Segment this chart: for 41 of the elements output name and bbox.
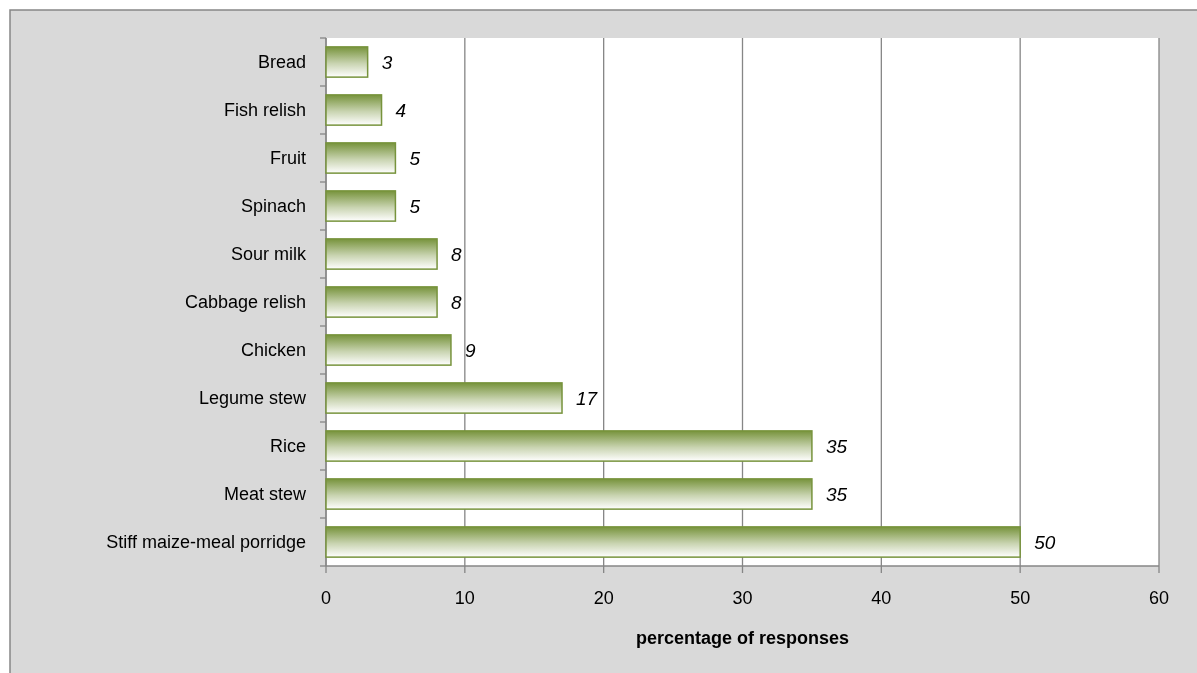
y-tick-label: Fruit <box>270 148 306 169</box>
bar <box>325 382 563 414</box>
x-tick-label: 50 <box>1010 588 1031 608</box>
x-tick-label: 20 <box>593 588 614 608</box>
y-tick-label: Legume stew <box>198 388 307 409</box>
y-tick-label: Meat stew <box>223 484 307 505</box>
data-label: 35 <box>825 483 848 505</box>
y-tick-label: Fish relish <box>223 100 306 121</box>
bar <box>325 430 813 462</box>
bar <box>325 334 452 366</box>
y-tick-label: Cabbage relish <box>184 292 306 313</box>
x-tick-label: 40 <box>871 588 892 608</box>
x-tick-label: 60 <box>1148 588 1170 608</box>
data-label: 35 <box>825 435 848 457</box>
data-label: 50 <box>1034 531 1056 553</box>
data-label: 9 <box>464 339 476 361</box>
x-tick-label: 30 <box>732 588 753 608</box>
data-label: 8 <box>451 291 463 313</box>
y-tick-label: Rice <box>269 436 306 457</box>
bar <box>325 526 1021 558</box>
x-tick-label: 0 <box>320 588 332 608</box>
bar <box>325 46 369 78</box>
data-label: 17 <box>576 387 599 409</box>
data-label: 3 <box>381 51 393 73</box>
bar <box>325 286 438 318</box>
data-label: 5 <box>409 195 421 217</box>
y-tick-label: Sour milk <box>230 244 307 265</box>
bar <box>325 190 397 222</box>
y-tick-label: Bread <box>257 52 306 73</box>
x-tick-label: 10 <box>454 588 475 608</box>
bar <box>325 94 383 126</box>
data-label: 4 <box>395 99 407 121</box>
bar <box>325 478 813 510</box>
bar <box>325 238 438 270</box>
y-tick-label: Chicken <box>240 340 306 361</box>
x-axis-title: percentage of responses <box>635 628 850 648</box>
y-tick-label: Stiff maize-meal porridge <box>106 532 306 553</box>
data-label: 5 <box>409 147 421 169</box>
bar <box>325 142 397 174</box>
data-label: 8 <box>451 243 463 265</box>
y-tick-label: Spinach <box>240 196 306 217</box>
